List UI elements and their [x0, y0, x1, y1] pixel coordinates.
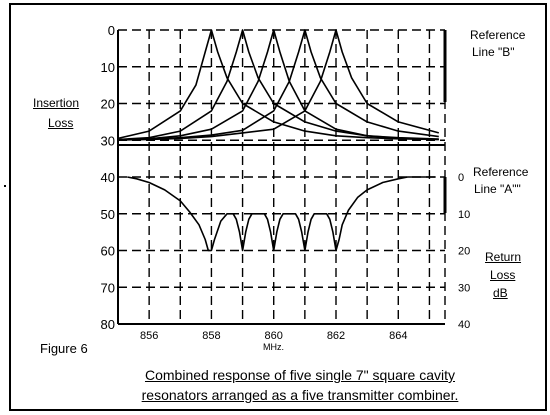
reference-line-b-label-line1: Reference: [470, 28, 526, 42]
insertion-loss-curve-858: [117, 29, 439, 141]
left-y-tick-label: 20: [101, 97, 115, 112]
reference-line-b-label-line2: Line "B": [472, 45, 515, 59]
left-y-tick-label: 50: [101, 207, 115, 222]
right-y-tick-label: 20: [458, 246, 470, 258]
left-y-tick-label: 80: [101, 317, 115, 332]
reference-line-a-label-line1: Reference: [473, 165, 529, 179]
insertion-loss-curve-862: [117, 29, 440, 141]
caption-line-2: resonators arranged as a five transmitte…: [141, 387, 459, 403]
figure-frame: [9, 3, 547, 411]
return-loss-label-line3: dB: [493, 286, 508, 300]
right-y-tick-label: 30: [458, 282, 470, 294]
x-tick-label: 864: [389, 330, 407, 342]
x-tick-label: 862: [327, 330, 345, 342]
left-y-tick-label: 30: [101, 133, 115, 148]
insertion-loss-label-line1: Insertion: [33, 96, 80, 110]
right-y-tick-label: 40: [458, 319, 470, 331]
left-y-tick-label: 10: [101, 60, 115, 75]
insertion-loss-label-line2: Loss: [48, 116, 74, 130]
insertion-loss-curve-861: [117, 29, 439, 141]
return-loss-label-line2: Loss: [490, 268, 516, 282]
right-y-tick-label: 10: [458, 209, 470, 221]
margin-dot: [4, 185, 6, 187]
left-y-tick-label: 60: [101, 244, 115, 259]
left-y-tick-label: 40: [101, 170, 115, 185]
x-tick-label: 856: [140, 330, 158, 342]
return-loss-label-line1: Return: [485, 250, 522, 264]
return-loss-curve: [127, 176, 436, 252]
left-y-tick-label: 70: [101, 280, 115, 295]
insertion-loss-curve-860: [117, 29, 439, 141]
left-y-tick-label: 0: [108, 23, 115, 38]
x-tick-label: 858: [202, 330, 220, 342]
x-axis-unit-label: MHz.: [263, 342, 284, 352]
right-y-tick-label: 0: [458, 172, 464, 184]
x-tick-label: 860: [265, 330, 283, 342]
caption-line-1: Combined response of five single 7" squa…: [144, 367, 456, 383]
figure-label: Figure 6: [40, 341, 88, 356]
reference-line-a-label-line2: Line "A"": [474, 182, 521, 196]
